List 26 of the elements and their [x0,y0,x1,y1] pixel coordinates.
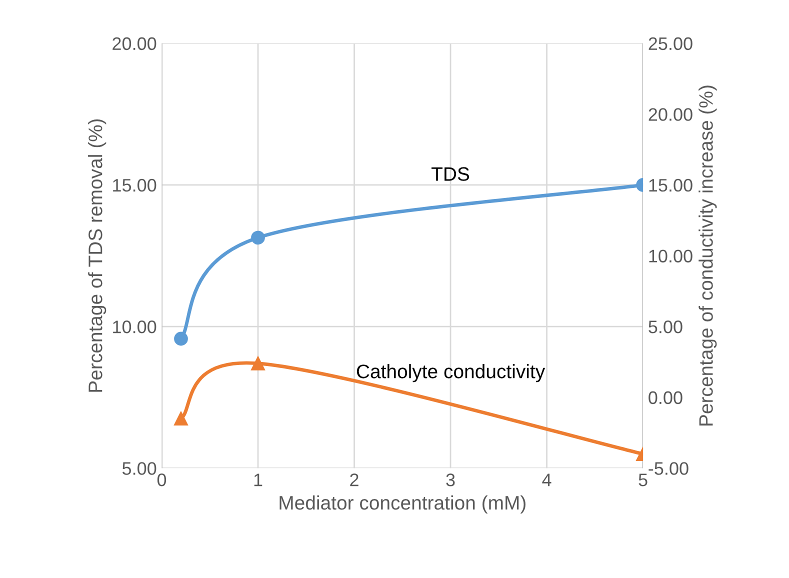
y2-tick-label: 10.00 [649,250,692,262]
series-label: TDS [432,167,470,181]
point [251,230,265,245]
x-tick-label: 5 [638,474,648,486]
x-tick-label: 2 [350,474,358,486]
y2-tick-label: 25.00 [648,37,692,50]
y-tick-label: 5.00 [122,462,156,475]
y-tick-label: 10.00 [113,320,156,334]
y2-tick-label: 5.00 [648,320,682,334]
y2-tick-label: 0.00 [648,391,682,404]
y2-axis-title: Percentage of conductivity increase (%) [698,86,717,426]
point [251,356,265,370]
x-tick-label: 3 [446,474,455,486]
x-tick-label: 1 [254,474,262,486]
x-axis-title: Mediator concentration (mM) [280,495,526,514]
point [174,412,188,426]
y2-tick-label: 15.00 [649,178,692,192]
point [174,332,188,346]
x-tick-label: 0 [157,474,166,486]
y2-tick-label: 20.00 [648,108,692,121]
y-tick-label: 15.00 [113,178,156,192]
y-axis-title: Percentage of TDS removal (%) [88,119,106,392]
y2-tick-label: -5.00 [648,462,688,475]
y-tick-label: 20.00 [112,37,156,50]
x-tick-label: 4 [542,474,552,486]
series-label: Catholyte conductivity [356,364,546,382]
